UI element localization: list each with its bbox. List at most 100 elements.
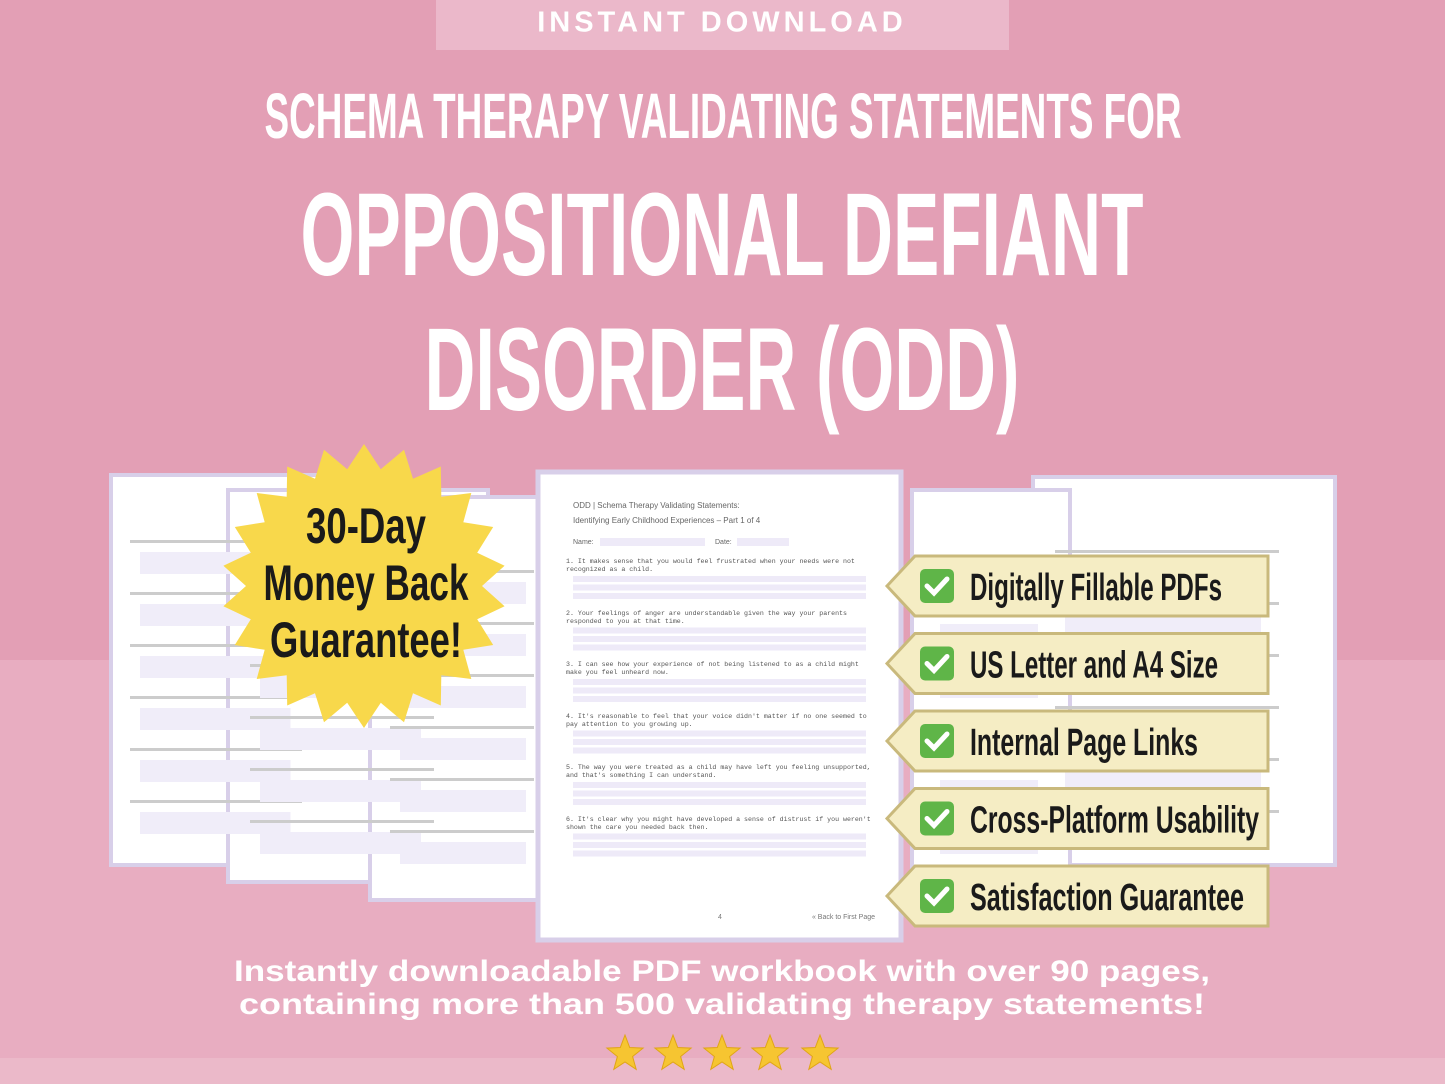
page-number: 4 bbox=[718, 914, 722, 921]
sheet-line bbox=[130, 800, 302, 803]
rating-star bbox=[702, 1033, 742, 1071]
statement-text: 2. Your feelings of anger are understand… bbox=[566, 609, 847, 625]
answer-line bbox=[573, 833, 866, 840]
sheet-field bbox=[140, 656, 291, 678]
statement: 1. It makes sense that you would feel fr… bbox=[566, 558, 855, 573]
statement-text: 6. It's clear why you might have develop… bbox=[566, 815, 871, 831]
check-mark bbox=[924, 654, 950, 675]
sheet-field bbox=[1065, 770, 1261, 792]
sheet-line bbox=[250, 768, 434, 771]
rating-star bbox=[750, 1033, 790, 1071]
sheet-field bbox=[140, 708, 291, 730]
title-line: DISORDER (ODD) bbox=[425, 304, 1020, 436]
badge-text: Money Back bbox=[264, 555, 469, 611]
badge-text: Guarantee! bbox=[270, 612, 462, 668]
preview-header: Identifying Early Childhood Experiences … bbox=[573, 516, 761, 525]
sheet-line bbox=[250, 716, 434, 719]
badge-star bbox=[223, 444, 505, 728]
sheet-line bbox=[250, 820, 434, 823]
feature-text: Cross-Platform Usability bbox=[970, 800, 1259, 842]
answer-line bbox=[573, 799, 866, 805]
sheet-line bbox=[130, 644, 302, 647]
statement: 2. Your feelings of anger are understand… bbox=[566, 609, 847, 625]
statement: 4. It's reasonable to feel that your voi… bbox=[566, 712, 867, 728]
rating-stars bbox=[605, 1033, 840, 1071]
feature-text: Satisfaction Guarantee bbox=[970, 877, 1244, 919]
sheet-field bbox=[260, 728, 421, 750]
sheet-line bbox=[1055, 550, 1279, 553]
sheet-field bbox=[400, 790, 526, 812]
sheet-line bbox=[130, 540, 302, 543]
answer-line bbox=[573, 687, 866, 694]
preview-page bbox=[535, 469, 904, 943]
answer-line bbox=[573, 679, 866, 685]
answer-line bbox=[573, 593, 866, 599]
banner-bg bbox=[436, 0, 1009, 50]
check-mark bbox=[924, 731, 950, 752]
sheet-line bbox=[1055, 706, 1279, 709]
statement-text: 1. It makes sense that you would feel fr… bbox=[566, 558, 855, 573]
statement-text: 4. It's reasonable to feel that your voi… bbox=[566, 712, 867, 728]
feature-tag bbox=[884, 787, 1270, 850]
footer-line: Instantly downloadable PDF workbook with… bbox=[234, 955, 1210, 988]
date-label: Date: bbox=[715, 539, 732, 546]
sheet-field bbox=[400, 842, 526, 864]
badge-text: 30-Day bbox=[306, 498, 426, 554]
statement-text: 3. I can see how your experience of not … bbox=[566, 661, 859, 676]
statements: 1. It makes sense that you would feel fr… bbox=[566, 558, 871, 857]
answer-line bbox=[573, 747, 866, 754]
banner: INSTANT DOWNLOAD bbox=[537, 7, 907, 39]
statement: 5. The way you were treated as a child m… bbox=[566, 764, 871, 779]
sheet-field bbox=[400, 738, 526, 760]
back-link: « Back to First Page bbox=[812, 914, 875, 921]
sheet-line bbox=[130, 696, 302, 699]
sheet-line bbox=[130, 748, 302, 751]
feature-tag bbox=[884, 632, 1270, 695]
check-mark bbox=[924, 576, 950, 597]
sheet-line bbox=[390, 726, 534, 729]
rating-star bbox=[653, 1033, 693, 1071]
preview-header: ODD | Schema Therapy Validating Statemen… bbox=[573, 501, 740, 510]
answer-line bbox=[573, 584, 866, 591]
rating-star bbox=[800, 1033, 840, 1071]
statement: 6. It's clear why you might have develop… bbox=[566, 815, 871, 831]
feature-text: Internal Page Links bbox=[970, 722, 1198, 764]
answer-line bbox=[573, 636, 866, 642]
sheet-field bbox=[1065, 614, 1261, 636]
sheet-field bbox=[260, 832, 421, 854]
field bbox=[600, 538, 705, 546]
footer-line: containing more than 500 validating ther… bbox=[239, 988, 1205, 1021]
field bbox=[737, 538, 789, 546]
feature-tag bbox=[884, 554, 1270, 618]
statement-text: 5. The way you were treated as a child m… bbox=[566, 764, 871, 779]
sheet-line bbox=[390, 830, 534, 833]
statement: 3. I can see how your experience of not … bbox=[566, 661, 859, 676]
answer-line bbox=[573, 842, 866, 848]
feature-tag bbox=[884, 709, 1270, 773]
sheet-field bbox=[140, 812, 291, 834]
sheet-line bbox=[390, 778, 534, 781]
title-line: OPPOSITIONAL DEFIANT bbox=[301, 169, 1144, 301]
answer-line bbox=[573, 576, 866, 582]
answer-line bbox=[573, 696, 866, 702]
answer-line bbox=[573, 739, 866, 745]
answer-line bbox=[573, 850, 866, 857]
sheet-field bbox=[140, 760, 291, 782]
sheet-line bbox=[130, 592, 302, 595]
check-mark bbox=[924, 886, 950, 907]
answer-line bbox=[573, 627, 866, 634]
feature-tag bbox=[884, 864, 1270, 928]
rating-star bbox=[605, 1033, 645, 1071]
name-label: Name: bbox=[573, 539, 594, 546]
answer-line bbox=[573, 790, 866, 797]
features: Digitally Fillable PDFs US Letter and A4 … bbox=[884, 554, 1270, 928]
feature-text: US Letter and A4 Size bbox=[970, 645, 1218, 687]
answer-line bbox=[573, 782, 866, 788]
check-mark bbox=[924, 809, 950, 830]
answer-line bbox=[573, 730, 866, 737]
feature-text: Digitally Fillable PDFs bbox=[970, 567, 1222, 609]
sheet-field bbox=[260, 780, 421, 802]
badge: 30-Day Money Back Guarantee! bbox=[223, 444, 505, 728]
